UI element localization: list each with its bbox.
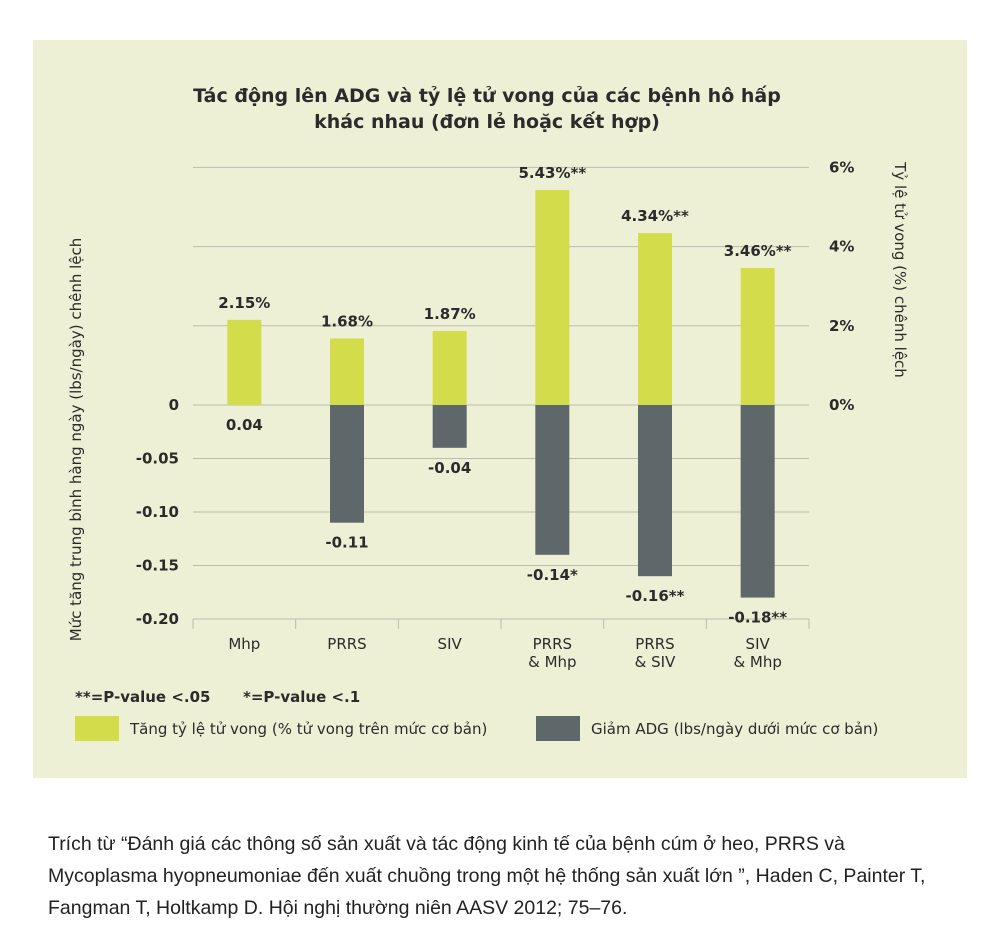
- right-tick-label: 6%: [829, 158, 854, 176]
- right-tick-label: 4%: [829, 238, 854, 256]
- legend-label-adg: Giảm ADG (lbs/ngày dưới mức cơ bản): [591, 720, 878, 738]
- category-label: SIV: [438, 635, 463, 653]
- left-tick-label: -0.20: [136, 610, 179, 628]
- bar-adg: [330, 405, 364, 523]
- bar-mortality: [638, 233, 672, 405]
- bar-mortality: [535, 189, 570, 405]
- data-label-adg: -0.11: [325, 534, 368, 552]
- legend-swatch-mortality: [75, 716, 119, 741]
- left-axis-title: Mức tăng trung bình hàng ngày (lbs/ngày)…: [67, 238, 85, 642]
- citation: Trích từ “Đánh giá các thông số sản xuất…: [48, 832, 926, 919]
- legend-label-mortality: Tăng tỷ lệ tử vong (% tử vong trên mức c…: [129, 720, 487, 738]
- bar-adg: [740, 405, 775, 598]
- bar-mortality: [330, 338, 364, 405]
- left-tick-label: -0.10: [136, 503, 179, 521]
- data-label-adg: -0.18**: [728, 609, 787, 627]
- right-axis-title: Tỷ lệ tử vong (%) chênh lệch: [891, 161, 909, 378]
- left-tick-label: -0.15: [136, 557, 179, 575]
- data-label-adg: -0.04: [428, 459, 471, 477]
- category-label: PRRS & Mhp: [528, 635, 576, 671]
- data-label-mortality: 1.87%: [424, 305, 476, 323]
- right-tick-label: 0%: [829, 396, 854, 414]
- category-label: Mhp: [228, 635, 260, 653]
- bar-adg: [535, 405, 570, 555]
- left-tick-label: -0.05: [136, 450, 179, 468]
- right-tick-label: 2%: [829, 317, 854, 335]
- note-p1: *=P-value <.1: [243, 688, 360, 706]
- category-label: SIV & Mhp: [733, 635, 781, 671]
- note-p05: **=P-value <.05: [75, 688, 210, 706]
- bar-mortality: [432, 330, 467, 405]
- chart: Tác động lên ADG và tỷ lệ tử vong của cá…: [67, 84, 909, 741]
- legend-swatch-adg: [536, 716, 580, 741]
- bar-mortality: [227, 319, 262, 405]
- data-label-mortality: 3.46%**: [724, 242, 792, 260]
- left-tick-label: 0: [169, 396, 179, 414]
- data-label-adg: -0.16**: [626, 587, 685, 605]
- chart-panel: Tác động lên ADG và tỷ lệ tử vong của cá…: [33, 40, 967, 778]
- bar-adg: [432, 405, 467, 448]
- category-label: PRRS: [327, 635, 366, 653]
- data-label-mortality: 2.15%: [218, 294, 270, 312]
- data-label-adg: -0.14*: [527, 566, 578, 584]
- bar-mortality: [740, 267, 775, 405]
- data-label-adg: 0.04: [226, 416, 263, 434]
- bar-adg: [638, 405, 672, 577]
- chart-title-line: Tác động lên ADG và tỷ lệ tử vong của cá…: [193, 84, 781, 107]
- data-label-mortality: 1.68%: [321, 312, 373, 330]
- category-label: PRRS & SIV: [635, 635, 676, 671]
- data-label-mortality: 5.43%**: [518, 164, 586, 182]
- data-label-mortality: 4.34%**: [621, 207, 689, 225]
- chart-title-line: khác nhau (đơn lẻ hoặc kết hợp): [314, 110, 660, 133]
